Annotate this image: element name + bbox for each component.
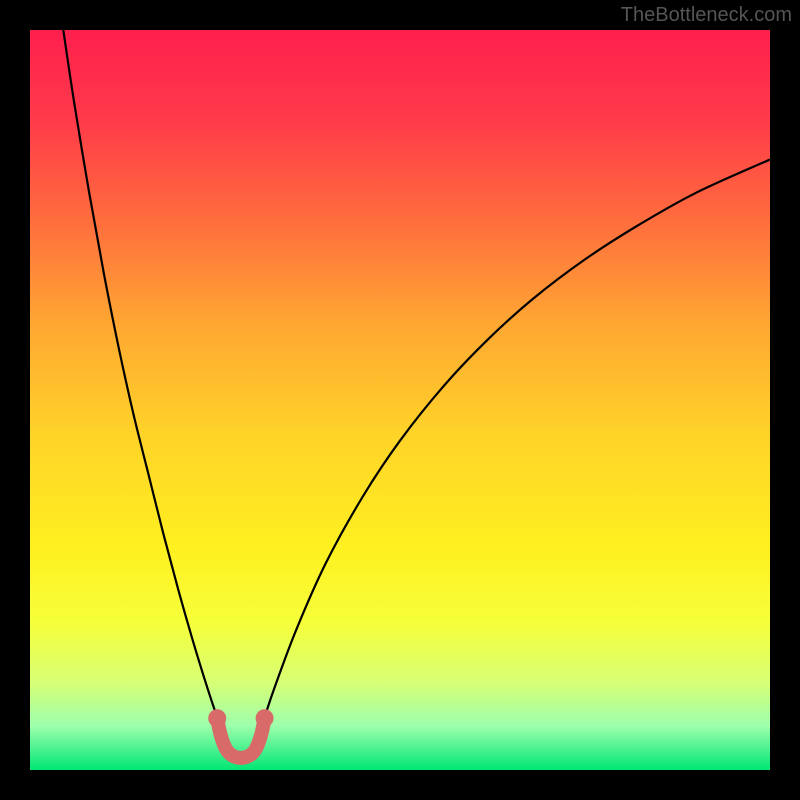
watermark-text: TheBottleneck.com <box>621 4 792 27</box>
highlight-end-marker <box>256 709 274 727</box>
chart-root: TheBottleneck.com <box>0 0 800 800</box>
highlight-end-marker <box>208 709 226 727</box>
plot-background <box>30 30 770 770</box>
bottleneck-chart <box>0 0 800 800</box>
